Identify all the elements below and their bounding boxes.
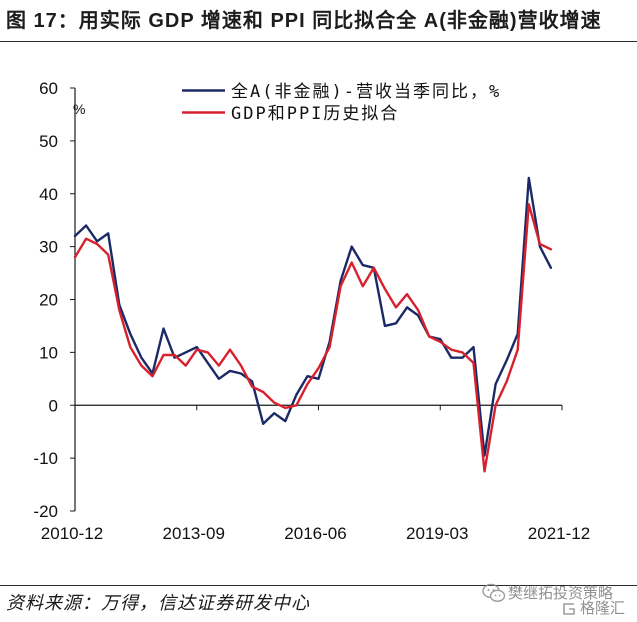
x-axis-ticks: 2010-12 2013-09 2016-06 2019-03 2021-12 xyxy=(41,405,590,543)
x-tick-label: 2010-12 xyxy=(41,524,103,543)
title-divider xyxy=(0,41,637,42)
x-tick-label: 2013-09 xyxy=(163,524,225,543)
legend: 全A(非金融)-营收当季同比，% GDP和PPI历史拟合 xyxy=(182,82,501,124)
y-tick-label: 20 xyxy=(39,291,58,310)
x-tick-label: 2016-06 xyxy=(284,524,346,543)
y-tick-label: 0 xyxy=(49,396,58,415)
y-tick-label: 60 xyxy=(39,79,58,98)
y-tick-label: 10 xyxy=(39,343,58,362)
y-tick-label: -20 xyxy=(33,502,58,521)
legend-item-gdp-ppi-fit: GDP和PPI历史拟合 xyxy=(182,104,399,124)
x-tick-label: 2019-03 xyxy=(406,524,468,543)
y-tick-label: -10 xyxy=(33,449,58,468)
figure-title: 图 17：用实际 GDP 增速和 PPI 同比拟合全 A(非金融)营收增速 xyxy=(6,10,602,32)
source-note: 资料来源：万得，信达证券研发中心 xyxy=(6,593,310,613)
y-axis-ticks: -20 -10 0 10 20 30 40 50 60 xyxy=(33,79,75,521)
wechat-icon xyxy=(482,583,506,603)
footer-divider xyxy=(0,585,637,586)
series-lines xyxy=(73,176,553,473)
legend-label-revenue-growth: 全A(非金融)-营收当季同比，% xyxy=(231,82,501,102)
x-tick-label: 2021-12 xyxy=(528,524,590,543)
y-tick-label: 50 xyxy=(39,132,58,151)
y-tick-label: 30 xyxy=(39,238,58,257)
y-tick-label: 40 xyxy=(39,185,58,204)
plot-area: -20 -10 0 10 20 30 40 50 60 2010-12 2013-09 2016-0… xyxy=(33,79,590,543)
gelonghui-logo-icon xyxy=(563,603,575,615)
y-axis-unit-label: % xyxy=(73,101,85,117)
watermark-logo-text: 格隆汇 xyxy=(580,599,626,617)
gdp-ppi-fit-line xyxy=(73,203,553,473)
legend-label-gdp-ppi-fit: GDP和PPI历史拟合 xyxy=(231,104,399,124)
watermark-account-name: 樊继拓投资策略 xyxy=(508,584,614,602)
legend-item-revenue-growth: 全A(非金融)-营收当季同比，% xyxy=(182,82,501,102)
